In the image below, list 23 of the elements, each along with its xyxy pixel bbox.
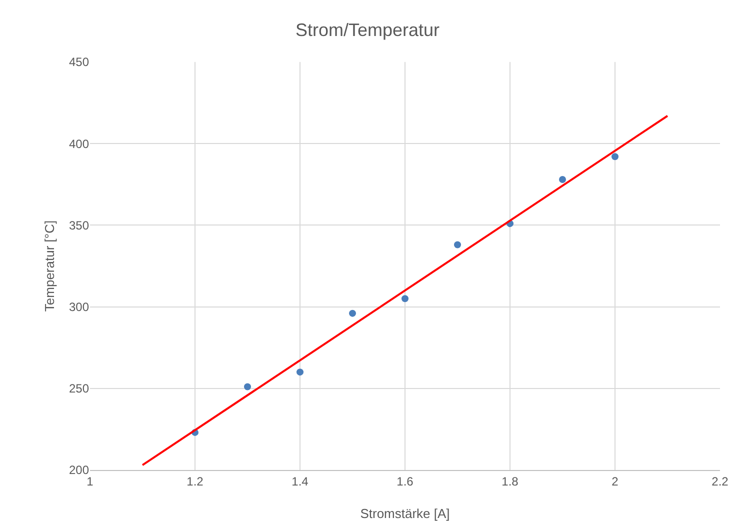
y-tick-label: 400 — [68, 136, 90, 151]
y-axis-title: Temperatur [°C] — [42, 220, 57, 312]
y-tick-label: 250 — [68, 382, 90, 396]
chart-title: Strom/Temperatur — [295, 20, 440, 40]
point — [296, 368, 304, 376]
y-tick-label: 350 — [68, 218, 90, 232]
x-tick-label: 1.6 — [396, 474, 414, 488]
x-tick-label: 2 — [612, 474, 619, 488]
y-tick-label: 300 — [68, 300, 90, 314]
point — [454, 241, 461, 248]
point — [349, 310, 356, 317]
x-tick-label: 1 — [86, 474, 94, 488]
x-tick-label: 2.2 — [712, 474, 729, 488]
point — [559, 176, 566, 183]
point — [402, 295, 408, 302]
x-tick-label: 1.4 — [292, 474, 309, 488]
point — [244, 383, 251, 390]
x-tick-label: 1.8 — [502, 474, 519, 488]
y-tick-label: 200 — [68, 463, 90, 478]
x-tick-label: 1.2 — [186, 474, 204, 488]
x-axis-title: Stromstärke [A] — [360, 506, 450, 521]
point — [612, 153, 618, 160]
y-tick-label: 450 — [68, 55, 90, 70]
